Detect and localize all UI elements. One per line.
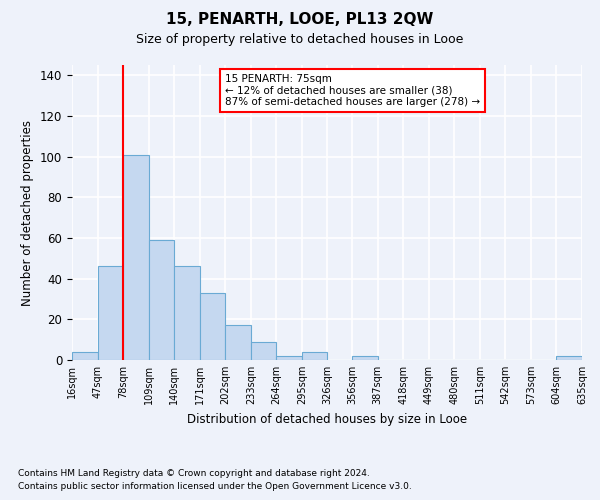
- Bar: [556, 356, 582, 360]
- Bar: [302, 352, 328, 360]
- Text: Contains public sector information licensed under the Open Government Licence v3: Contains public sector information licen…: [18, 482, 412, 491]
- Bar: [225, 326, 251, 360]
- Bar: [174, 266, 200, 360]
- Bar: [98, 266, 123, 360]
- Text: Contains HM Land Registry data © Crown copyright and database right 2024.: Contains HM Land Registry data © Crown c…: [18, 468, 370, 477]
- Bar: [123, 154, 149, 360]
- Text: 15 PENARTH: 75sqm
← 12% of detached houses are smaller (38)
87% of semi-detached: 15 PENARTH: 75sqm ← 12% of detached hous…: [225, 74, 480, 107]
- Text: Size of property relative to detached houses in Looe: Size of property relative to detached ho…: [136, 32, 464, 46]
- Y-axis label: Number of detached properties: Number of detached properties: [22, 120, 34, 306]
- Bar: [251, 342, 277, 360]
- Bar: [200, 293, 225, 360]
- Text: 15, PENARTH, LOOE, PL13 2QW: 15, PENARTH, LOOE, PL13 2QW: [166, 12, 434, 28]
- Bar: [149, 240, 174, 360]
- X-axis label: Distribution of detached houses by size in Looe: Distribution of detached houses by size …: [187, 412, 467, 426]
- Bar: [72, 352, 98, 360]
- Bar: [352, 356, 377, 360]
- Bar: [277, 356, 302, 360]
